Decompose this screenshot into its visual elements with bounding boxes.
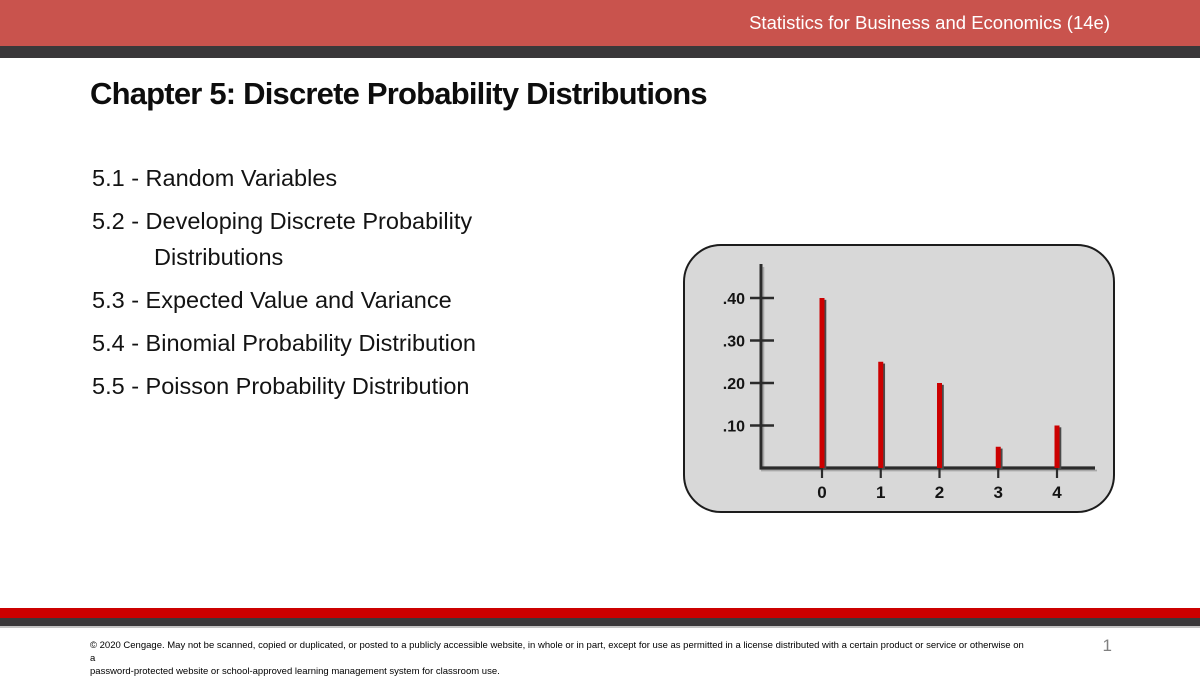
svg-text:.20: .20 xyxy=(723,376,745,393)
svg-text:3: 3 xyxy=(994,483,1003,502)
section-item-5-2: 5.2 - Developing Discrete Probability Di… xyxy=(92,208,473,270)
svg-text:1: 1 xyxy=(876,483,885,502)
copyright-line-1: © 2020 Cengage. May not be scanned, copi… xyxy=(90,640,1024,664)
section-item-5-1: 5.1 - Random Variables xyxy=(92,165,338,191)
svg-text:.30: .30 xyxy=(723,334,745,351)
slide-title: Chapter 5: Discrete Probability Distribu… xyxy=(90,76,708,111)
section-item-5-3: 5.3 - Expected Value and Variance xyxy=(92,287,452,313)
section-item-5-4: 5.4 - Binomial Probability Distribution xyxy=(92,330,476,356)
copyright-line-2: password-protected website or school-app… xyxy=(90,666,500,677)
svg-text:2: 2 xyxy=(935,483,944,502)
page-number: 1 xyxy=(1102,636,1112,655)
footer-red-bar xyxy=(0,608,1200,618)
svg-text:.40: .40 xyxy=(723,291,745,308)
section-list: 5.1 - Random Variables 5.2 - Developing … xyxy=(92,160,597,411)
header-bar: Statistics for Business and Economics (1… xyxy=(0,0,1200,46)
chart-canvas: .10 .20 .30 .40 0 1 2 3 4 xyxy=(723,264,1097,502)
book-title: Statistics for Business and Economics (1… xyxy=(749,12,1110,33)
svg-text:0: 0 xyxy=(817,483,826,502)
copyright-notice: © 2020 Cengage. May not be scanned, copi… xyxy=(90,639,1025,677)
footer-accent-bar xyxy=(0,618,1200,628)
svg-text:.10: .10 xyxy=(723,419,745,436)
probability-distribution-chart: .10 .20 .30 .40 0 1 2 3 4 xyxy=(683,244,1115,513)
section-item-5-5: 5.5 - Poisson Probability Distribution xyxy=(92,373,470,399)
svg-text:4: 4 xyxy=(1052,483,1062,502)
header-accent-bar xyxy=(0,46,1200,58)
